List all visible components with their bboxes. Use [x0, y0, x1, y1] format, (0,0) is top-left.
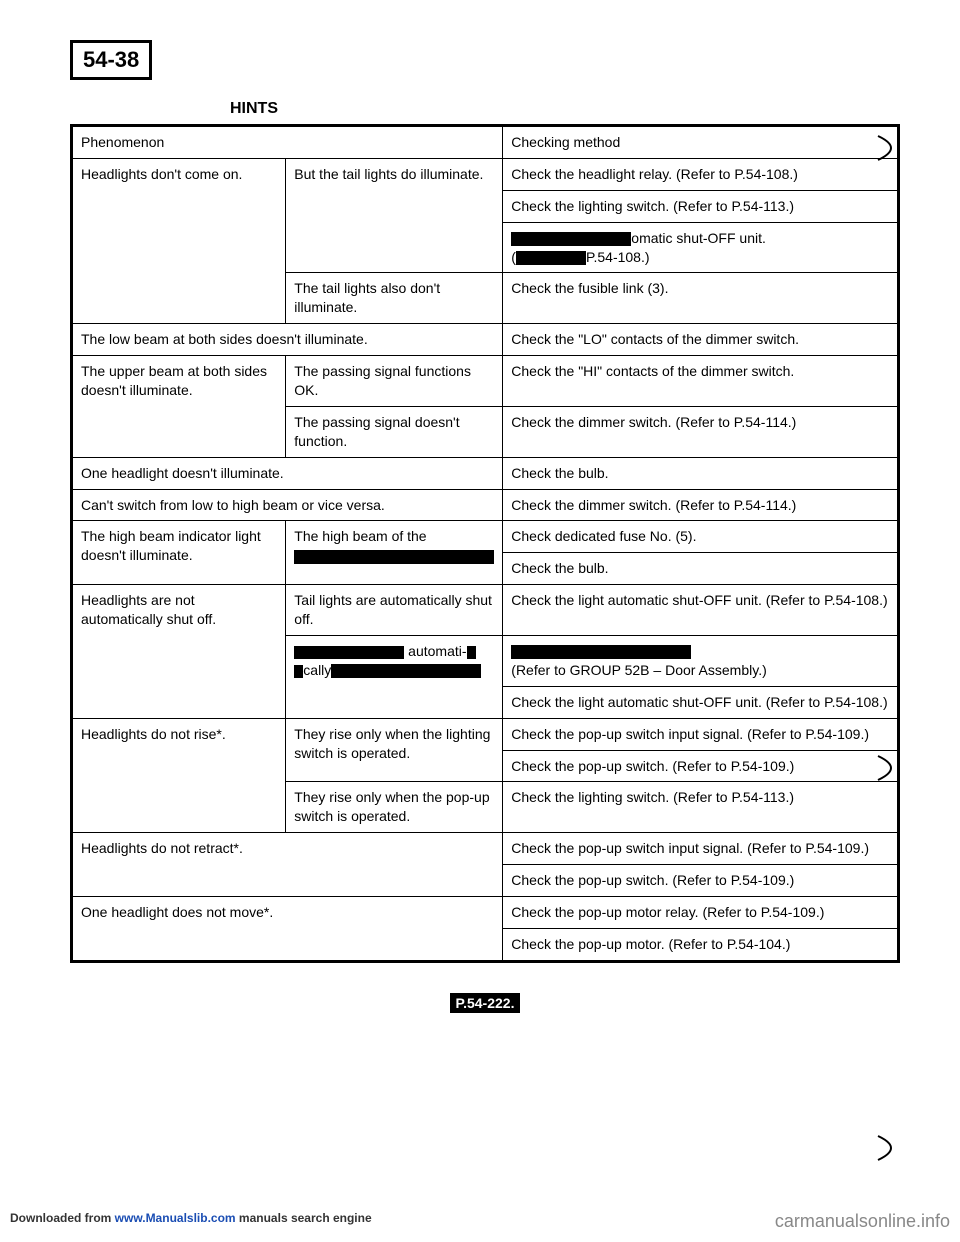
- method-cell: Check the pop-up motor. (Refer to P.54-1…: [503, 928, 899, 961]
- method-cell: Check the pop-up switch input signal. (R…: [503, 718, 899, 750]
- method-cell: Check the bulb.: [503, 553, 899, 585]
- method-cell: omatic shut-OFF unit. (P.54-108.): [503, 222, 899, 273]
- footer-text: manuals search engine: [236, 1211, 372, 1225]
- phenomenon-cell: One headlight does not move*.: [72, 897, 503, 962]
- binding-mark-icon: [874, 750, 910, 786]
- condition-cell: They rise only when the pop-up switch is…: [286, 782, 503, 833]
- method-cell: Check the light automatic shut-OFF unit.…: [503, 585, 899, 636]
- redacted-box: [331, 664, 481, 678]
- method-cell: Check the pop-up motor relay. (Refer to …: [503, 897, 899, 929]
- method-cell: Check the pop-up switch. (Refer to P.54-…: [503, 750, 899, 782]
- footer-text: Downloaded from: [10, 1211, 115, 1225]
- condition-cell: But the tail lights do illuminate.: [286, 158, 503, 273]
- condition-cell: Tail lights are automatically shut off.: [286, 585, 503, 636]
- condition-cell: The passing signal doesn't function.: [286, 406, 503, 457]
- text-fragment: automati-: [408, 643, 466, 659]
- note-block: P.54-222.: [70, 993, 900, 1013]
- condition-cell: The tail lights also don't illuminate.: [286, 273, 503, 324]
- binding-mark-icon: [874, 130, 910, 166]
- method-cell: Check the light automatic shut-OFF unit.…: [503, 686, 899, 718]
- condition-cell: The high beam of the: [286, 521, 503, 585]
- phenomenon-cell: Headlights don't come on.: [72, 158, 286, 323]
- redacted-box: [511, 232, 631, 246]
- footer-watermark: carmanualsonline.info: [775, 1211, 950, 1232]
- footer-link[interactable]: www.Manualslib.com: [115, 1211, 236, 1225]
- text-fragment: P.54-108.: [586, 249, 645, 265]
- note-reference: P.54-222.: [450, 993, 521, 1013]
- text-fragment: cally: [303, 662, 331, 678]
- footer-left: Downloaded from www.Manualslib.com manua…: [10, 1211, 372, 1232]
- method-cell: (Refer to GROUP 52B – Door Assembly.): [503, 636, 899, 687]
- method-cell: Check the "HI" contacts of the dimmer sw…: [503, 356, 899, 407]
- phenomenon-cell: Headlights do not retract*.: [72, 833, 503, 897]
- phenomenon-cell: Headlights do not rise*.: [72, 718, 286, 833]
- condition-cell: The passing signal functions OK.: [286, 356, 503, 407]
- page-footer: Downloaded from www.Manualslib.com manua…: [10, 1211, 950, 1232]
- method-cell: Check the bulb.: [503, 457, 899, 489]
- troubleshooting-table: Phenomenon Checking method Headlights do…: [70, 124, 900, 963]
- method-cell: Check the fusible link (3).: [503, 273, 899, 324]
- method-cell: Check the dimmer switch. (Refer to P.54-…: [503, 489, 899, 521]
- method-cell: Check the lighting switch. (Refer to P.5…: [503, 190, 899, 222]
- redacted-box: [294, 550, 494, 564]
- method-cell: Check the pop-up switch input signal. (R…: [503, 833, 899, 865]
- condition-cell: They rise only when the lighting switch …: [286, 718, 503, 782]
- section-heading: HINTS: [230, 100, 900, 118]
- method-cell: Check the "LO" contacts of the dimmer sw…: [503, 324, 899, 356]
- header-checking: Checking method: [503, 126, 899, 159]
- phenomenon-cell: One headlight doesn't illuminate.: [72, 457, 503, 489]
- method-cell: Check the dimmer switch. (Refer to P.54-…: [503, 406, 899, 457]
- phenomenon-cell: Headlights are not automatically shut of…: [72, 585, 286, 718]
- binding-mark-icon: [874, 1130, 910, 1166]
- text-fragment: The high beam of the: [294, 528, 426, 544]
- method-cell: Check dedicated fuse No. (5).: [503, 521, 899, 553]
- phenomenon-cell: The high beam indicator light doesn't il…: [72, 521, 286, 585]
- phenomenon-cell: The low beam at both sides doesn't illum…: [72, 324, 503, 356]
- method-cell: Check the headlight relay. (Refer to P.5…: [503, 158, 899, 190]
- page-container: 54-38 HINTS Phenomenon Checking method H…: [0, 0, 960, 1033]
- redacted-box: [294, 646, 404, 659]
- text-fragment: (Refer to GROUP 52B – Door Assembly.): [511, 662, 766, 678]
- method-cell: Check the pop-up switch. (Refer to P.54-…: [503, 865, 899, 897]
- phenomenon-cell: Can't switch from low to high beam or vi…: [72, 489, 503, 521]
- redacted-box: [467, 646, 476, 659]
- header-phenomenon: Phenomenon: [72, 126, 503, 159]
- method-cell: Check the lighting switch. (Refer to P.5…: [503, 782, 899, 833]
- redacted-box: [294, 665, 303, 678]
- page-number: 54-38: [70, 40, 152, 80]
- redacted-box: [516, 251, 586, 265]
- phenomenon-cell: The upper beam at both sides doesn't ill…: [72, 356, 286, 458]
- redacted-box: [511, 645, 691, 659]
- text-fragment: omatic shut-OFF unit.: [631, 230, 766, 246]
- condition-cell: automati- cally: [286, 636, 503, 719]
